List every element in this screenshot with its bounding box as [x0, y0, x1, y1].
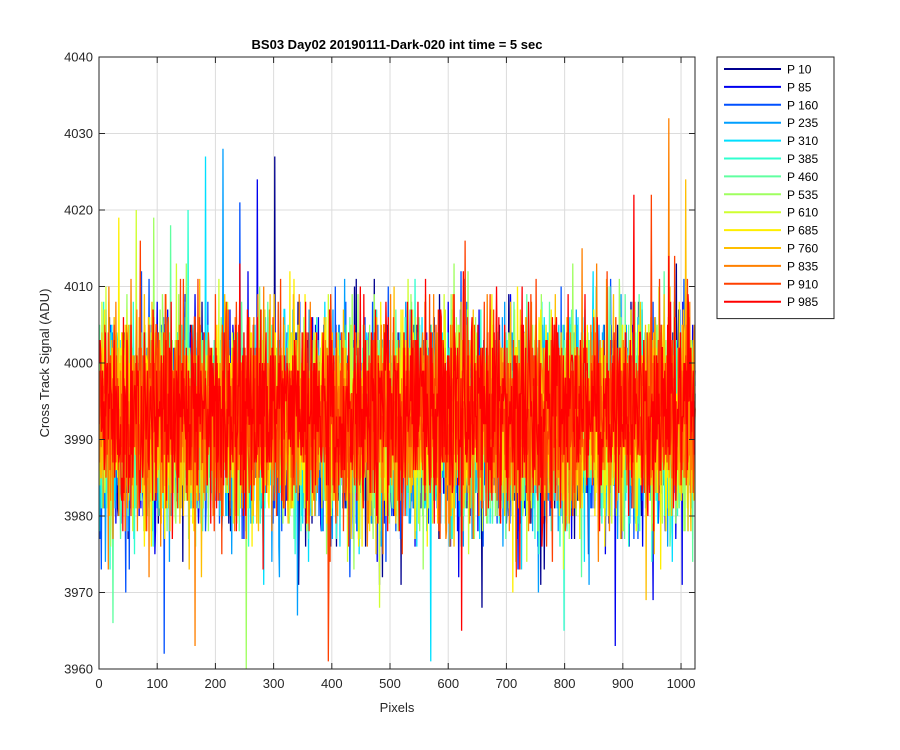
legend-label: P 685: [787, 224, 818, 238]
x-tick-label: 100: [146, 676, 168, 691]
series-line-p-985: [98, 194, 696, 631]
x-tick-label: 500: [379, 676, 401, 691]
y-tick-label: 4000: [64, 356, 93, 371]
legend-label: P 985: [787, 295, 818, 309]
y-tick-label: 3990: [64, 432, 93, 447]
legend: P 10 P 85 P 160 P 235 P 310 P 385 P 460 P 535 P …: [716, 56, 835, 320]
y-tick-label: 4010: [64, 279, 93, 294]
legend-label: P 235: [787, 116, 818, 130]
x-tick-label: 700: [496, 676, 518, 691]
y-tick-label: 3970: [64, 585, 93, 600]
legend-label: P 910: [787, 277, 818, 291]
x-axis-label: Pixels: [380, 700, 415, 715]
legend-label: P 610: [787, 206, 818, 220]
legend-label: P 535: [787, 188, 818, 202]
series-layer: [98, 118, 696, 670]
x-tick-label: 300: [263, 676, 285, 691]
y-tick-label: 3980: [64, 509, 93, 524]
x-tick-label: 400: [321, 676, 343, 691]
x-tick-label: 800: [554, 676, 576, 691]
y-tick-label: 4020: [64, 203, 93, 218]
legend-label: P 10: [787, 63, 812, 77]
legend-label: P 760: [787, 242, 818, 256]
legend-label: P 835: [787, 259, 818, 273]
x-tick-label: 1000: [667, 676, 696, 691]
legend-label: P 460: [787, 170, 818, 184]
x-tick-label: 900: [612, 676, 634, 691]
legend-label: P 160: [787, 98, 818, 112]
series-line-p-910: [98, 194, 696, 662]
legend-label: P 85: [787, 80, 812, 94]
chart-title: BS03 Day02 20190111-Dark-020 int time = …: [252, 37, 543, 52]
x-tick-label: 600: [437, 676, 459, 691]
legend-box: [716, 56, 835, 320]
y-tick-label: 4030: [64, 126, 93, 141]
y-axis-label: Cross Track Signal (ADU): [37, 289, 52, 438]
y-tick-label: 4040: [64, 50, 93, 65]
x-tick-label: 200: [205, 676, 227, 691]
x-tick-label: 0: [95, 676, 102, 691]
legend-label: P 310: [787, 134, 818, 148]
legend-label: P 385: [787, 152, 818, 166]
y-tick-label: 3960: [64, 662, 93, 677]
axis-ticks: 0 100 200 300 400 500 600 700 800 900 1000 3960 3970…: [64, 50, 695, 692]
